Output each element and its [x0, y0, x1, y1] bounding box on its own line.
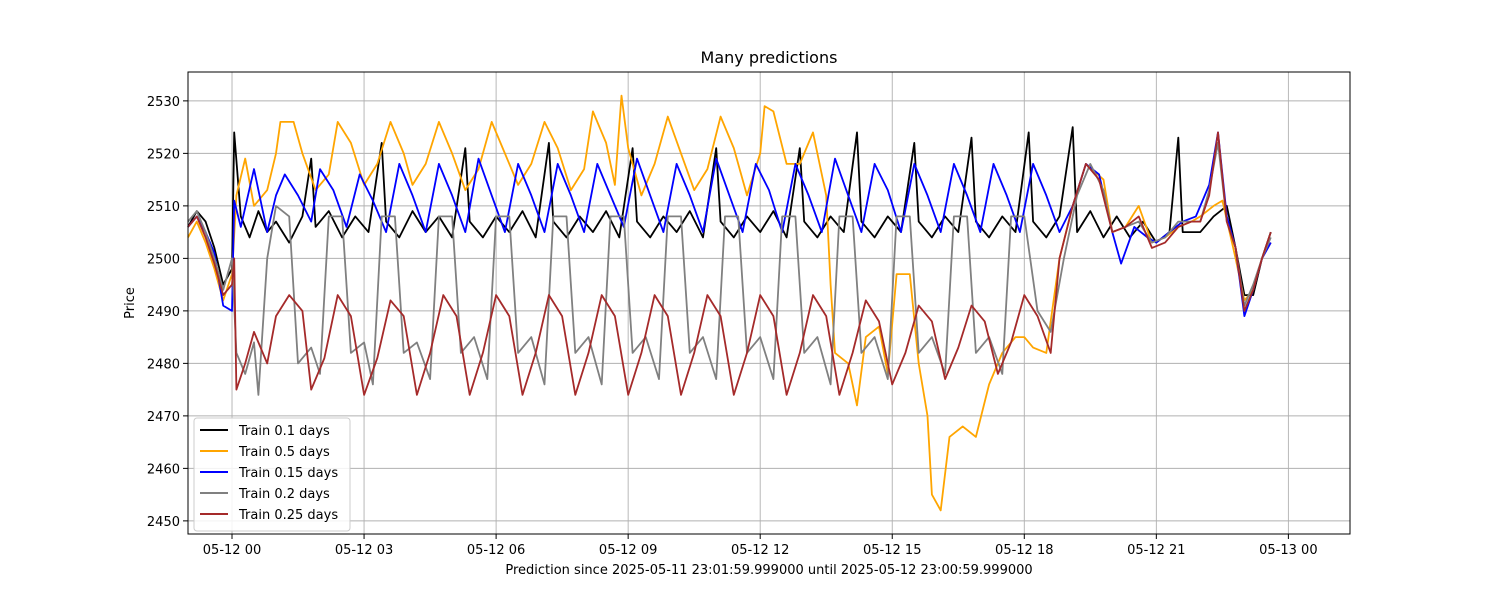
series-line-4	[187, 142, 1272, 396]
x-axis-label: Prediction since 2025-05-11 23:01:59.999…	[505, 563, 1032, 578]
y-tick-label: 2480	[147, 357, 180, 372]
y-tick-label: 2490	[147, 305, 180, 320]
y-axis-label: Price	[123, 287, 138, 319]
y-tick-label: 2470	[147, 410, 180, 425]
x-tick-label: 05-12 00	[203, 543, 261, 558]
legend-label: Train 0.2 days	[238, 487, 330, 502]
series-layer	[187, 94, 1272, 512]
legend-label: Train 0.25 days	[238, 508, 338, 523]
x-tick-label: 05-12 15	[863, 543, 921, 558]
y-tick-label: 2460	[147, 462, 180, 477]
x-axis: 05-12 00 05-12 03 05-12 06 05-12 09 05-12 12…	[203, 534, 1318, 558]
y-tick-label: 2520	[147, 147, 180, 162]
legend-box	[193, 417, 351, 532]
y-tick-label: 2530	[147, 95, 180, 110]
legend-label: Train 0.1 days	[238, 424, 330, 439]
x-tick-label: 05-12 03	[335, 543, 393, 558]
grid	[188, 72, 1350, 534]
x-tick-label: 05-12 09	[599, 543, 657, 558]
x-tick-label: 05-12 12	[731, 543, 789, 558]
y-tick-label: 2510	[147, 200, 180, 215]
x-tick-label: 05-12 21	[1127, 543, 1185, 558]
x-tick-label: 05-13 00	[1259, 543, 1317, 558]
y-axis: 2450 2460 2470 2480 2490 2500 2510 2520 2530	[147, 95, 188, 530]
series-line-3	[187, 131, 1272, 317]
y-tick-label: 2450	[147, 515, 180, 530]
series-line-5	[187, 131, 1272, 396]
plot-frame	[187, 71, 1351, 535]
x-tick-label: 05-12 18	[995, 543, 1053, 558]
y-tick-label: 2500	[147, 252, 180, 267]
legend: Train 0.1 days Train 0.5 days Train 0.15 d…	[193, 417, 351, 532]
x-tick-label: 05-12 06	[467, 543, 525, 558]
series-line-1	[187, 126, 1272, 296]
legend-label: Train 0.15 days	[238, 466, 338, 481]
legend-label: Train 0.5 days	[238, 445, 330, 460]
chart-title: Many predictions	[701, 48, 838, 67]
